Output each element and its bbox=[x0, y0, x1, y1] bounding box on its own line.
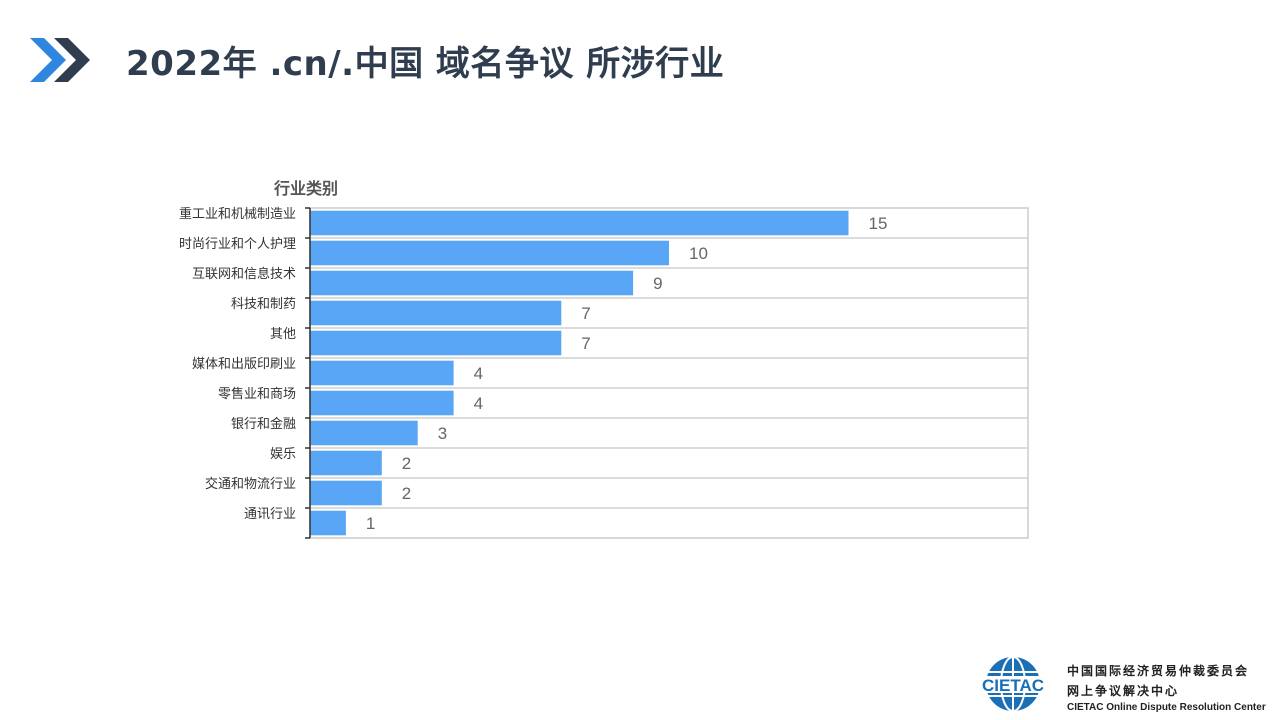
value-labels: 15 10 9 7 7 4 4 3 2 2 1 bbox=[366, 214, 888, 533]
category-label: 科技和制药 bbox=[231, 297, 296, 312]
cietac-logo: CIETAC 中国国际经济贸易仲裁委员会 网上争议解决中心 CIETAC Onl… bbox=[975, 652, 1275, 716]
data-label: 4 bbox=[474, 394, 483, 413]
category-label: 媒体和出版印刷业 bbox=[192, 357, 296, 372]
category-label: 交通和物流行业 bbox=[205, 476, 296, 492]
bar bbox=[310, 240, 669, 266]
category-label: 零售业和商场 bbox=[218, 386, 296, 402]
category-labels: 重工业和机械制造业时尚行业和个人护理互联网和信息技术科技和制药其他媒体和出版印刷… bbox=[179, 206, 296, 522]
data-label: 2 bbox=[402, 454, 411, 473]
double-chevron-icon bbox=[30, 38, 90, 82]
data-label: 9 bbox=[653, 274, 662, 293]
bar bbox=[310, 270, 634, 296]
bar-chart: 行业类别 15 10 9 7 7 4 4 3 2 2 1 重工业和机械制造业 时尚行业和个人护理互联网… bbox=[150, 170, 1040, 550]
bar bbox=[310, 360, 454, 386]
category-label: 重工业和机械制造业 bbox=[179, 206, 296, 222]
bar bbox=[310, 450, 382, 476]
logo-acronym: CIETAC bbox=[982, 676, 1044, 694]
bar bbox=[310, 330, 562, 356]
bar bbox=[310, 390, 454, 416]
bars bbox=[310, 210, 849, 536]
logo-acronym-svg: CIETAC bbox=[982, 676, 1044, 694]
logo-text: 中国国际经济贸易仲裁委员会 网上争议解决中心 CIETAC Online Dis… bbox=[1067, 662, 1266, 713]
slide-header: 2022年 .cn/.中国 域名争议 所涉行业 bbox=[30, 36, 724, 84]
logo-name-en: CIETAC Online Dispute Resolution Center bbox=[1067, 702, 1266, 713]
y-axis-title: 行业类别 bbox=[273, 179, 338, 198]
axis-ticks bbox=[305, 207, 310, 539]
data-label: 1 bbox=[366, 514, 375, 533]
logo-name-cn-line1: 中国国际经济贸易仲裁委员会 bbox=[1067, 664, 1250, 678]
bar bbox=[310, 480, 382, 506]
data-label: 2 bbox=[402, 484, 411, 503]
grid-lines bbox=[310, 237, 1028, 509]
data-label: 4 bbox=[474, 364, 483, 383]
bar bbox=[310, 420, 418, 446]
bar bbox=[310, 300, 562, 326]
category-label: 其他 bbox=[270, 327, 296, 342]
globe-logo-icon bbox=[975, 656, 1051, 712]
slide-title: 2022年 .cn/.中国 域名争议 所涉行业 bbox=[126, 43, 725, 84]
category-label: 互联网和信息技术 bbox=[192, 266, 296, 282]
category-label: 通讯行业 bbox=[244, 507, 296, 522]
category-label: 银行和金融 bbox=[231, 416, 296, 432]
data-label: 15 bbox=[869, 214, 888, 233]
data-label: 3 bbox=[438, 424, 447, 443]
data-label: 10 bbox=[689, 244, 708, 263]
chart-svg: 行业类别 15 10 9 7 7 4 4 3 2 2 1 重工业和机械制造业时尚行业和个人护理互联网… bbox=[179, 179, 1029, 539]
data-label: 7 bbox=[581, 304, 590, 323]
category-label: 娱乐 bbox=[270, 447, 296, 462]
bar bbox=[310, 210, 849, 236]
data-label: 7 bbox=[581, 334, 590, 353]
bar bbox=[310, 510, 346, 536]
category-label: 时尚行业和个人护理 bbox=[179, 237, 296, 252]
logo-name-cn-line2: 网上争议解决中心 bbox=[1067, 684, 1180, 698]
